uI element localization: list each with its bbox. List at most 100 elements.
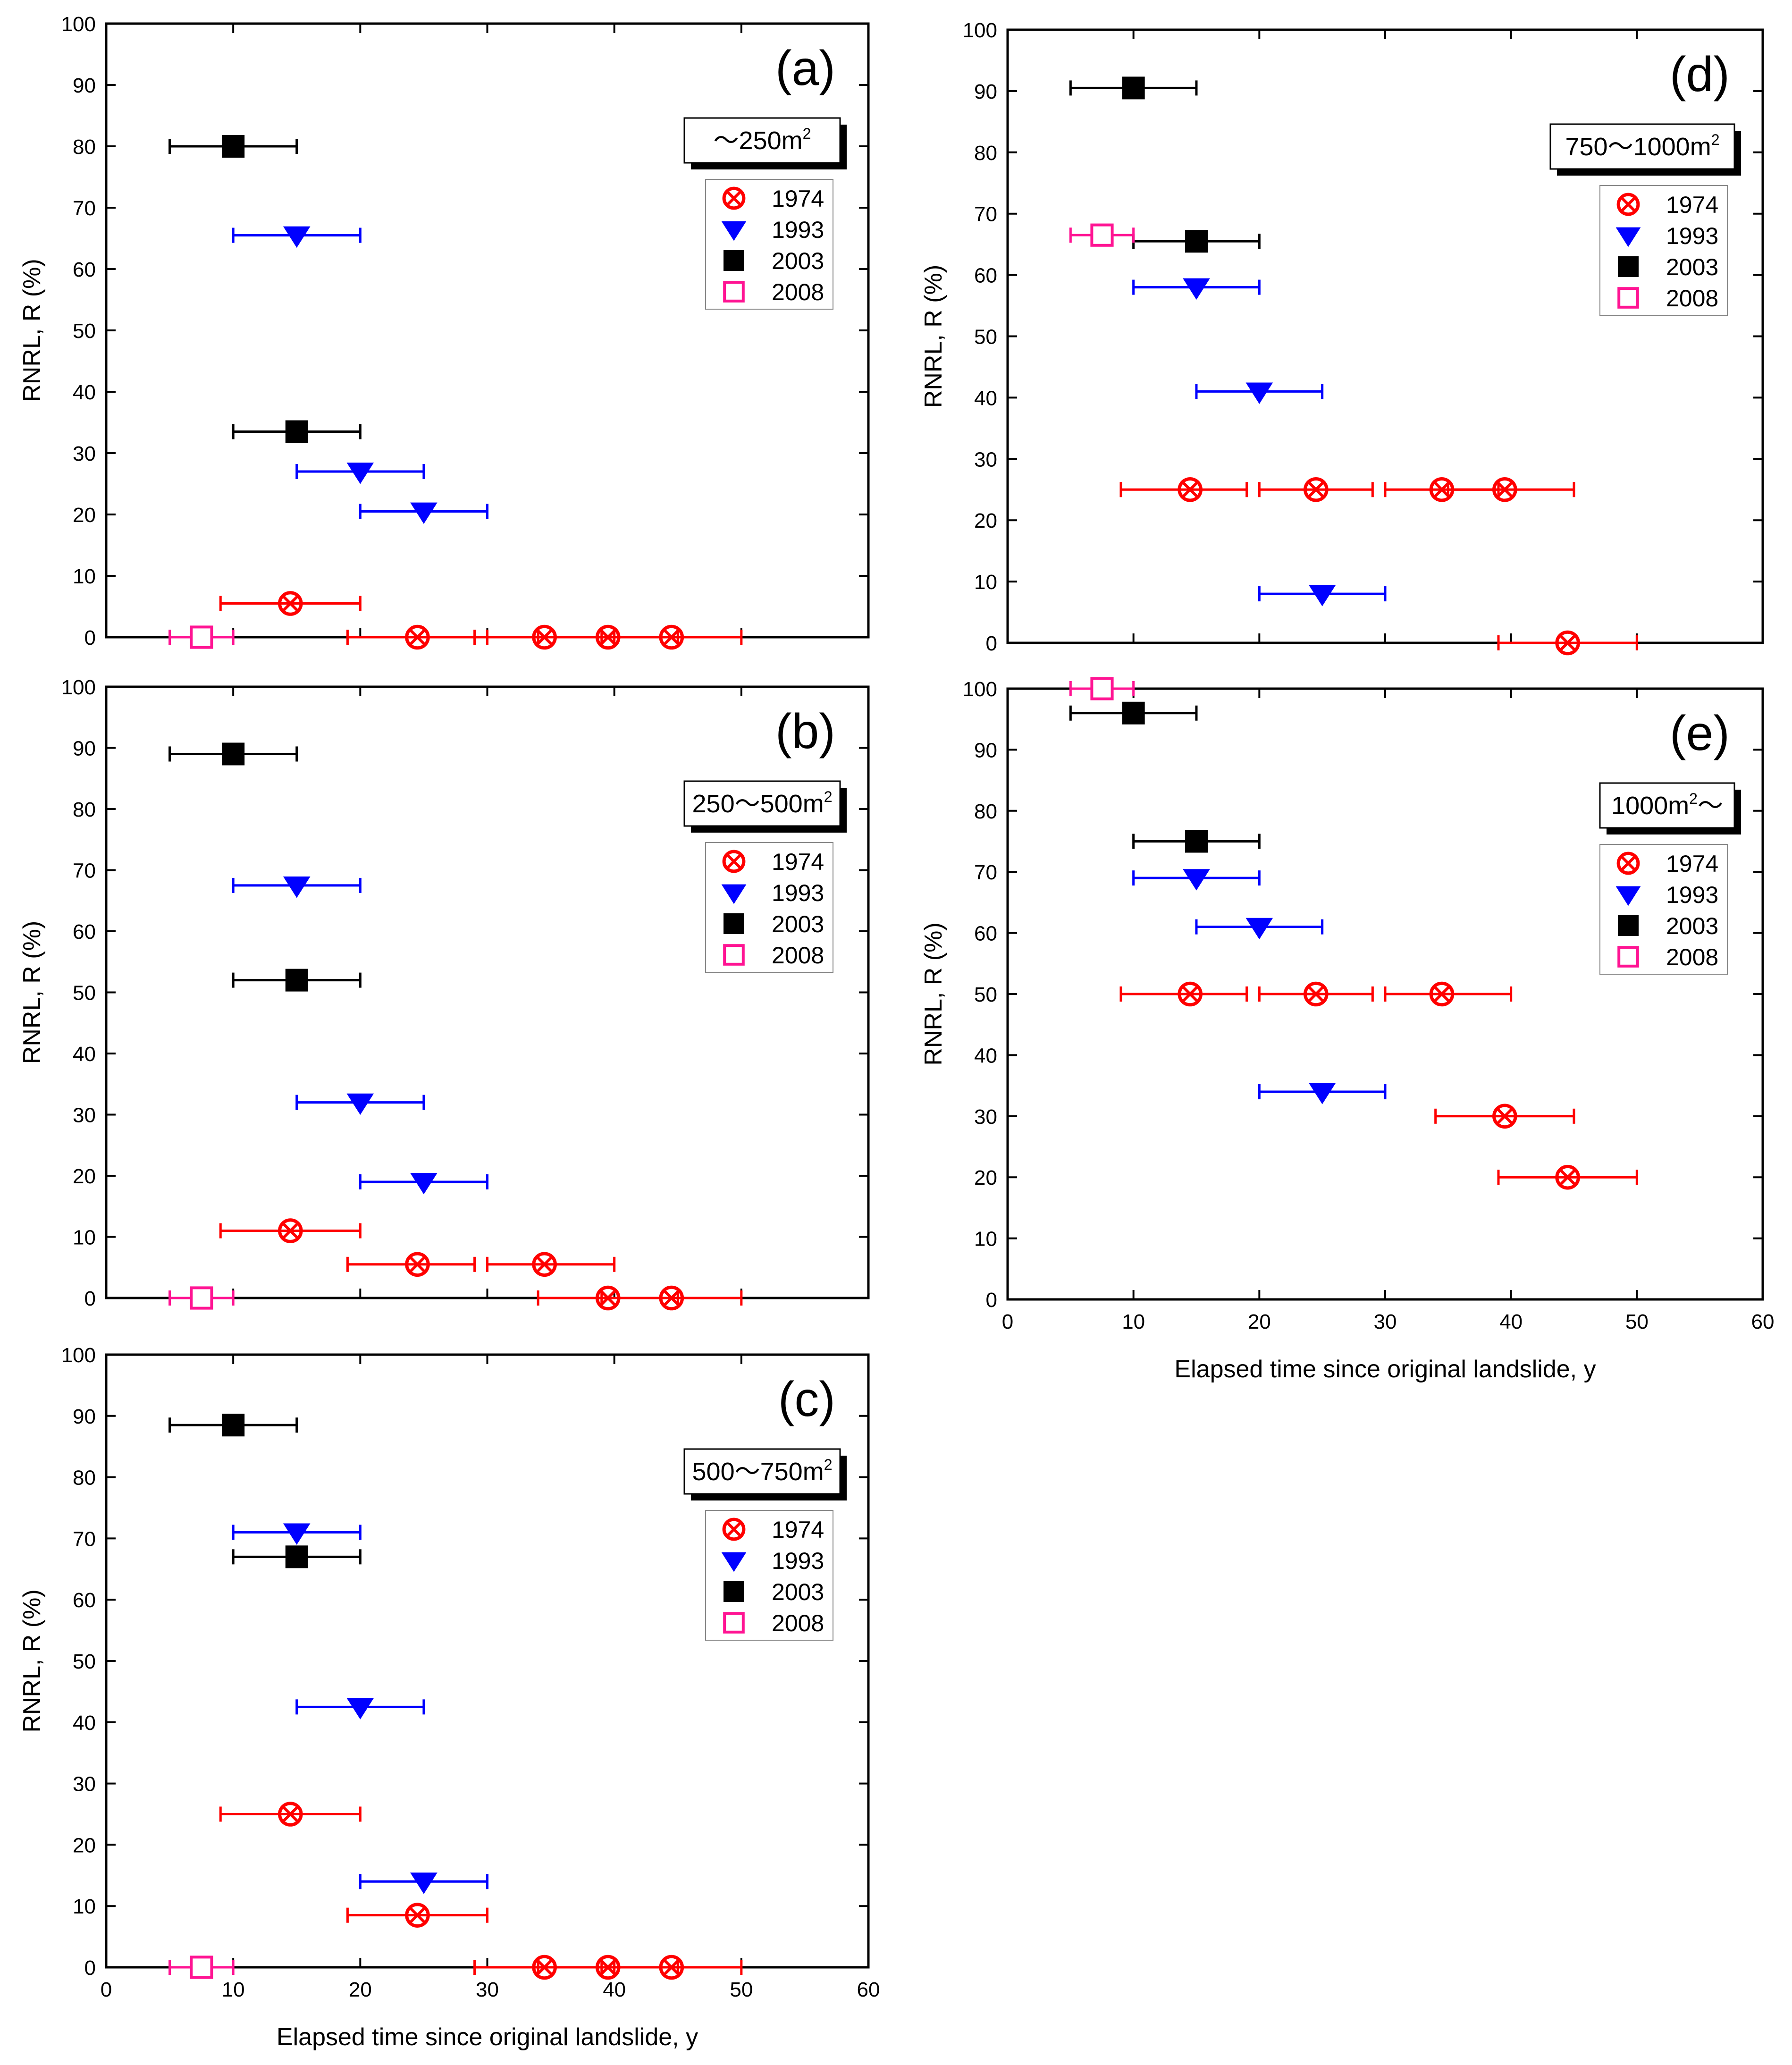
y-tick-label: 100 [61,676,96,699]
data-point [1258,981,1374,1007]
size-box [683,117,841,164]
y-tick-label: 10 [73,1226,96,1249]
y-tick-label: 40 [73,1711,96,1735]
panel-label: (d) [1670,47,1730,102]
series-2003 [1069,701,1261,853]
y-tick-label: 40 [974,387,997,410]
series-1974 [219,1218,743,1311]
data-point [1258,1083,1387,1104]
legend: 1974 1993 2003 2008 [1599,185,1728,316]
size-class-label: 500～750m2 [692,1456,833,1486]
legend-label: 1993 [1666,882,1718,908]
y-tick-label: 80 [73,1467,96,1490]
size-class-label: 1000m2～ [1611,790,1723,820]
y-tick-label: 0 [84,1287,96,1310]
data-point [600,1955,743,1980]
series-1974 [1119,981,1638,1190]
x-tick-label: 30 [476,1978,499,2001]
legend-marker-2008 [723,281,745,303]
series-1974 [1119,477,1638,656]
data-point [232,1545,362,1568]
legend-marker-1993 [1615,227,1641,247]
y-tick-label: 50 [974,326,997,349]
data-point [1069,223,1135,247]
y-tick-label: 60 [73,1589,96,1612]
x-tick-label: 40 [1499,1310,1523,1333]
data-point [346,1903,488,1928]
y-tick-label: 30 [73,1104,96,1127]
plot-frame [105,685,870,1299]
legend-box [1599,844,1728,975]
y-tick-label: 50 [974,983,997,1006]
y-tick-label: 10 [974,571,997,594]
series-1974 [219,591,743,650]
series-1993 [232,1523,488,1894]
data-point [1069,76,1198,100]
series-2003 [168,1414,362,1568]
size-box [1549,123,1735,170]
legend: 1974 1993 2003 2008 [705,842,833,973]
y-tick-label: 20 [73,1834,96,1857]
legend-label: 2003 [772,911,824,937]
y-tick-label: 20 [974,509,997,532]
y-tick-label: 100 [61,1344,96,1367]
y-tick-label: 0 [986,632,997,655]
legend-marker-1993 [1615,886,1641,906]
legend-marker-1974 [1616,851,1640,875]
y-tick-label: 60 [73,258,96,281]
y-tick-label: 50 [73,982,96,1005]
x-axis-title: Elapsed time since original landslide, y [1174,1356,1596,1383]
data-point [1258,585,1387,607]
x-tick-label: 60 [857,1978,880,2001]
y-tick-label: 0 [84,626,96,649]
chart-panel-e: 0 10 20 30 40 50 60 70 80 90 100 0 10 20 30 40 50 60 RNRL,… [920,677,1774,1383]
data-point [359,1173,488,1195]
series-1993 [1132,278,1387,607]
y-tick-label: 70 [974,203,997,226]
plot-frame [105,22,870,639]
y-tick-label: 0 [986,1289,997,1312]
data-point [600,624,743,650]
chart-panel-c: 0 10 20 30 40 50 60 70 80 90 100 0 10 20 30 40 50 60 RNRL,… [18,1344,880,2051]
size-class-label: 750～1000m2 [1565,131,1719,161]
x-tick-label: 20 [349,1978,372,2001]
legend-marker-2003 [724,913,744,934]
data-point [1132,278,1261,300]
legend-label: 2003 [772,1579,824,1605]
series-2008 [168,625,235,649]
data-point [232,420,362,443]
data-point [1069,701,1198,725]
y-tick-label: 50 [73,320,96,343]
data-point [295,1093,425,1115]
legend: 1974 1993 2003 2008 [705,179,833,310]
data-point [1132,230,1261,253]
legend-marker-2003 [1618,256,1639,277]
size-box [683,780,841,827]
legend-label: 2008 [772,1610,824,1636]
y-tick-label: 40 [73,381,96,404]
y-tick-label: 100 [963,19,997,42]
legend-label: 2008 [772,942,824,969]
panel-label: (b) [775,704,835,759]
x-tick-label: 20 [1248,1310,1271,1333]
data-point [346,624,488,650]
legend-marker-2008 [723,944,745,966]
data-point [168,625,235,649]
y-tick-label: 100 [61,13,96,36]
x-tick-label: 10 [1122,1310,1145,1333]
x-tick-label: 0 [1002,1310,1013,1333]
legend-label: 1974 [772,185,824,212]
data-point [168,742,298,766]
y-tick-label: 30 [974,1105,997,1129]
y-tick-label: 60 [73,920,96,944]
y-axis-title: RNRL, R (%) [18,921,46,1064]
size-class-label: ～250m2 [714,125,811,155]
y-tick-label: 10 [974,1228,997,1251]
series-2008 [1069,223,1135,247]
legend-label: 2003 [772,248,824,274]
y-tick-label: 10 [73,1895,96,1918]
data-point [219,1802,362,1827]
series-2008 [1069,677,1135,700]
data-point [168,1955,235,1979]
